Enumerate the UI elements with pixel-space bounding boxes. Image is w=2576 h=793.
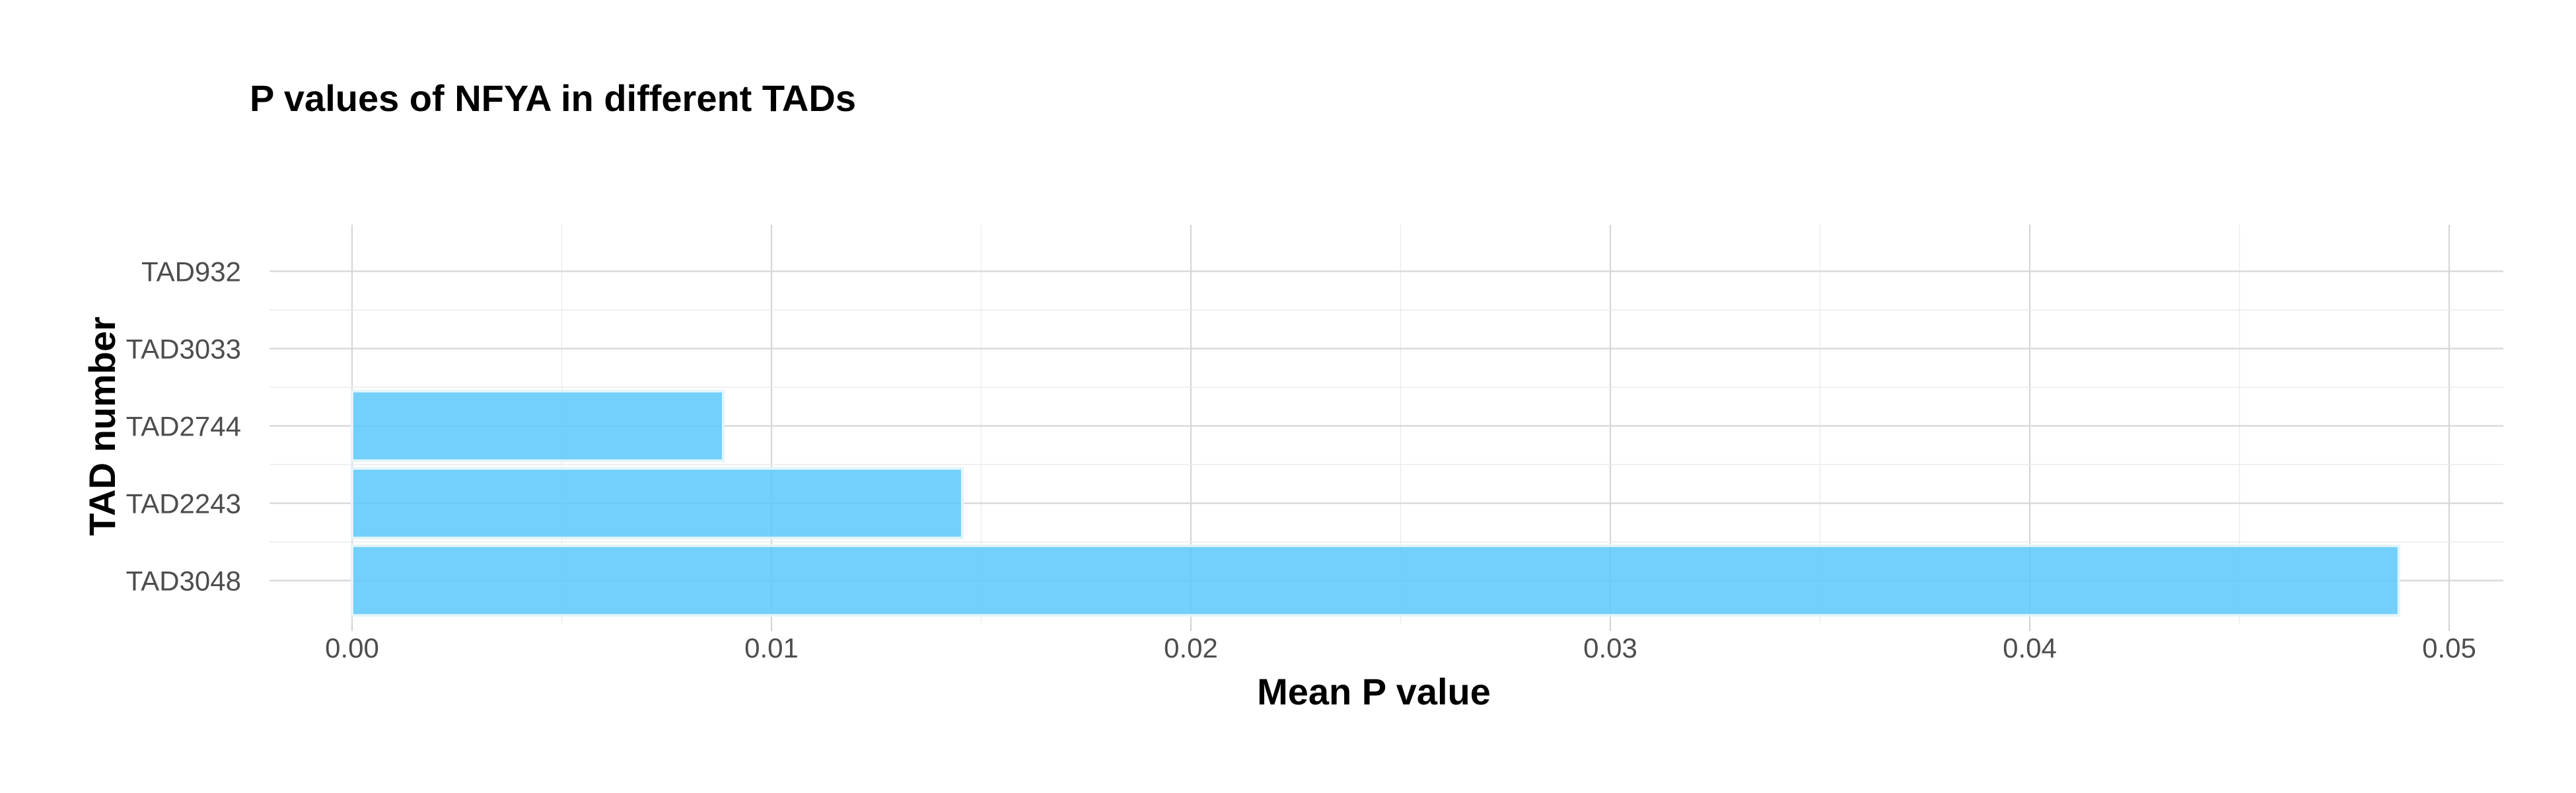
bar — [351, 544, 2400, 617]
bars — [351, 389, 2400, 617]
x-tick-label: 0.02 — [1164, 632, 1218, 663]
x-tick-label: 0.00 — [325, 632, 379, 663]
x-tick-label: 0.04 — [2003, 632, 2057, 663]
x-axis-title: Mean P value — [1257, 671, 1491, 712]
y-tick-label: TAD932 — [141, 256, 241, 287]
bar — [351, 467, 964, 540]
y-tick-label: TAD3048 — [126, 566, 241, 597]
y-tick-label: TAD2243 — [126, 488, 241, 519]
chart-title: P values of NFYA in different TADs — [250, 77, 856, 119]
y-tick-label: TAD3033 — [126, 334, 241, 365]
x-tick-label: 0.01 — [744, 632, 799, 663]
x-axis-ticks: 0.00 0.01 0.02 0.03 0.04 0.05 — [325, 624, 2476, 663]
y-tick-label: TAD2744 — [126, 411, 241, 442]
y-axis-ticks: TAD3048 TAD2243 TAD2744 TAD3033 TAD932 — [126, 256, 241, 597]
y-axis-title: TAD number — [81, 317, 123, 536]
x-tick-label: 0.05 — [2422, 632, 2476, 663]
x-tick-label: 0.03 — [1583, 632, 1637, 663]
bar — [351, 389, 725, 463]
